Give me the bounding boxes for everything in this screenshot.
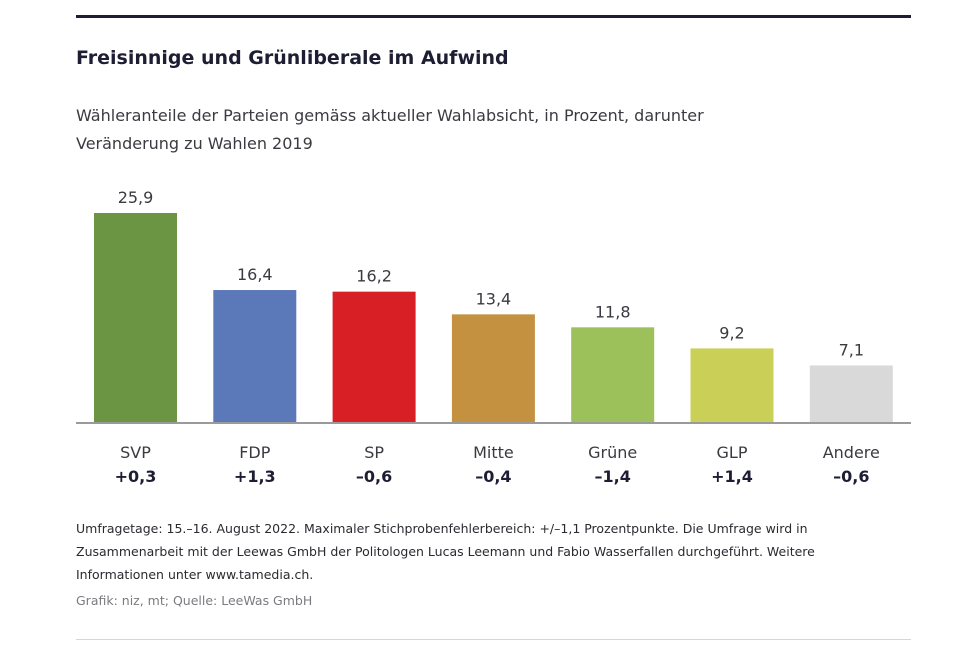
change-label: –0,6 — [356, 467, 392, 486]
bar — [332, 291, 416, 423]
bar — [809, 365, 893, 423]
chart-title: Freisinnige und Grünliberale im Aufwind — [76, 47, 509, 69]
category-label: Andere — [823, 443, 880, 462]
change-label: –0,4 — [475, 467, 511, 486]
chart-subtitle: Wähleranteile der Parteien gemäss aktuel… — [76, 106, 704, 153]
data-label: 16,4 — [237, 265, 273, 284]
change-label: +1,3 — [234, 467, 276, 486]
data-label: 25,9 — [118, 188, 154, 207]
change-label: –1,4 — [595, 467, 631, 486]
change-label: +1,4 — [711, 467, 753, 486]
data-label: 9,2 — [719, 323, 744, 342]
category-label: SP — [364, 443, 384, 462]
data-label: 16,2 — [356, 267, 392, 286]
category-label: FDP — [239, 443, 271, 462]
change-label: –0,6 — [833, 467, 869, 486]
category-label: GLP — [717, 443, 748, 462]
data-label: 7,1 — [839, 340, 864, 359]
source-credit: Grafik: niz, mt; Quelle: LeeWas GmbH — [76, 593, 313, 608]
data-label: 13,4 — [476, 289, 512, 308]
footnote: Umfragetage: 15.–16. August 2022. Maxima… — [76, 521, 815, 582]
top-rule — [76, 15, 911, 18]
category-label: SVP — [120, 443, 151, 462]
bar — [690, 348, 774, 423]
change-label: +0,3 — [115, 467, 157, 486]
category-label: Grüne — [588, 443, 637, 462]
bar — [213, 290, 297, 423]
bottom-rule — [76, 639, 911, 640]
bar — [571, 327, 655, 423]
data-label: 11,8 — [595, 302, 631, 321]
bar — [94, 213, 177, 423]
category-label: Mitte — [473, 443, 514, 462]
bar-chart: 25,9 SVP +0,3 16,4 FDP +1,3 16,2 SP –0,6 13,4 Mitt… — [76, 188, 911, 486]
bar — [451, 314, 535, 423]
